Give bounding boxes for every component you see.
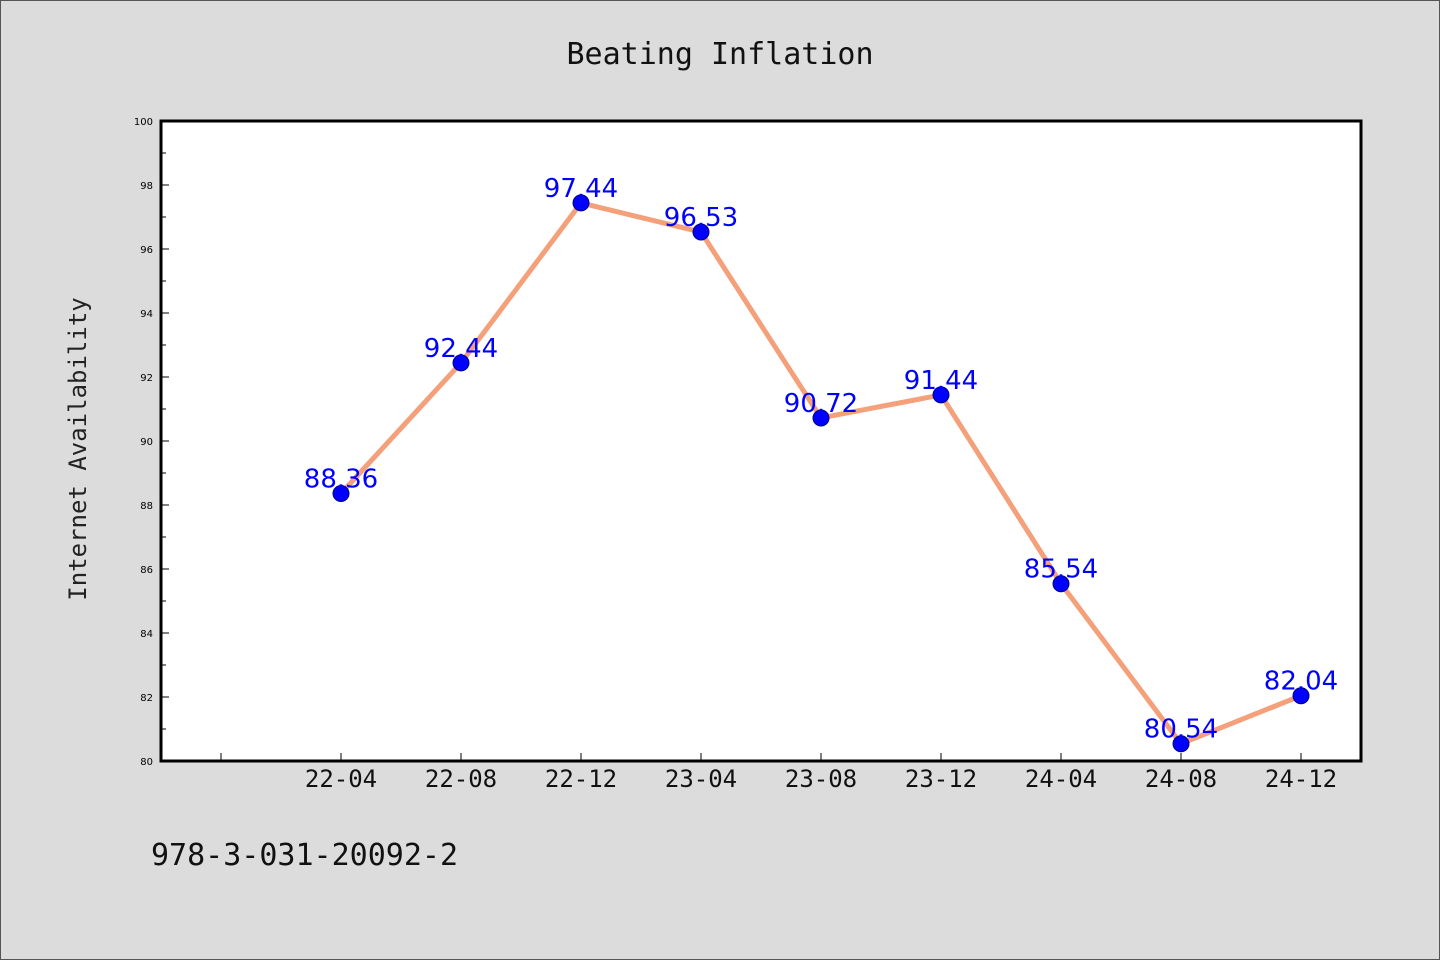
y-tick-label: 86 (140, 565, 153, 576)
plot-area (161, 121, 1361, 761)
x-tick-label: 23-08 (785, 765, 857, 793)
chart-title: Beating Inflation (566, 37, 873, 72)
data-point (932, 386, 950, 404)
data-point (1172, 735, 1190, 753)
x-tick-label: 24-12 (1265, 765, 1337, 793)
data-point (332, 484, 350, 502)
x-tick-label: 22-08 (425, 765, 497, 793)
plot-frame (159, 119, 1363, 763)
x-tick-label: 24-04 (1025, 765, 1097, 793)
y-axis-label: Internet Availability (64, 297, 92, 600)
x-tick-label: 23-12 (905, 765, 977, 793)
axes: 80 82 84 86 88 90 92 94 96 98 100 22-04 22-08 22-12 23… (134, 117, 1337, 793)
y-tick-label: 88 (140, 501, 153, 512)
data-point (572, 194, 590, 212)
data-label: 85.54 (1024, 555, 1098, 585)
data-label: 82.04 (1264, 667, 1338, 697)
y-tick-label: 96 (140, 245, 153, 256)
series-layer: 88.36 92.44 97.44 96.53 90.72 91.44 85.54 80.54… (304, 174, 1338, 753)
data-point (692, 223, 710, 241)
footer-text: 978-3-031-20092-2 (151, 838, 458, 873)
data-label: 96.53 (664, 203, 738, 233)
y-tick-label: 98 (140, 181, 153, 192)
data-label: 90.72 (784, 389, 858, 419)
y-tick-label: 94 (140, 309, 153, 320)
y-tick-label: 84 (140, 629, 153, 640)
data-point (812, 409, 830, 427)
x-tick-label: 22-12 (545, 765, 617, 793)
y-tick-label: 80 (140, 757, 153, 768)
data-label: 91.44 (904, 366, 978, 396)
data-point (452, 354, 470, 372)
data-label: 92.44 (424, 334, 498, 364)
x-tick-label: 22-04 (305, 765, 377, 793)
y-tick-label: 92 (140, 373, 153, 384)
x-tick-label: 24-08 (1145, 765, 1217, 793)
data-label: 88.36 (304, 464, 378, 494)
data-label: 80.54 (1144, 715, 1218, 745)
data-point (1292, 687, 1310, 705)
data-label: 97.44 (544, 174, 618, 204)
data-point (1052, 575, 1070, 593)
y-tick-label: 100 (134, 117, 153, 128)
y-tick-label: 90 (140, 437, 153, 448)
y-tick-label: 82 (140, 693, 153, 704)
x-tick-label: 23-04 (665, 765, 737, 793)
